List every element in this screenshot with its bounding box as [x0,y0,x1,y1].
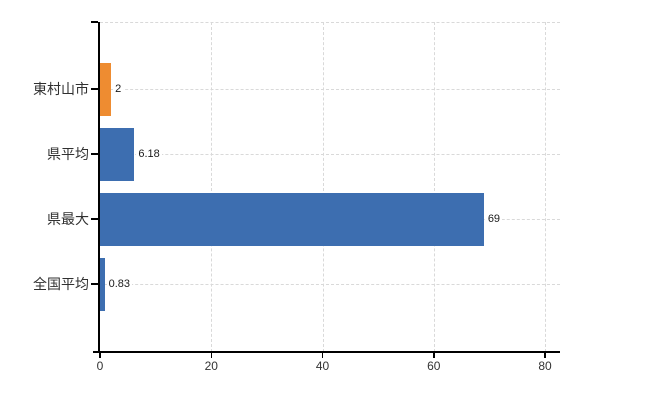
x-tick-label: 40 [315,359,330,373]
x-tick-label: 20 [204,359,218,373]
bar-value-label: 69 [485,212,503,226]
y-axis [98,22,100,353]
x-tick-label: 80 [538,359,552,373]
x-tick [544,352,546,358]
gridline-horizontal [100,154,560,155]
y-axis-top-tick [91,21,98,23]
category-label: 全国平均 [33,276,89,292]
gridline-vertical [211,22,213,352]
x-tick [433,352,435,358]
gridline-horizontal [100,284,560,285]
x-axis [93,351,560,353]
gridline-vertical [433,22,435,352]
x-tick [210,352,212,358]
x-tick-label: 0 [96,359,104,373]
bar-value-label: 0.83 [106,277,133,291]
bar-1 [100,127,135,181]
category-label: 県最大 [47,211,89,227]
y-tick [91,218,98,220]
category-label: 県平均 [47,146,89,162]
y-tick [91,88,98,90]
gridline-vertical [545,22,546,352]
category-label: 東村山市 [33,81,89,97]
bar-3 [100,257,105,311]
y-tick [91,283,98,285]
gridline-horizontal [100,89,560,90]
y-tick [91,153,98,155]
bar-0 [100,62,112,116]
x-tick-label: 60 [427,359,441,373]
bar-2 [100,192,484,246]
x-tick [321,352,324,358]
gridline-horizontal [100,22,560,23]
bar-value-label: 6.18 [136,147,162,161]
gridline-vertical [322,22,324,352]
x-tick [99,352,101,358]
bar-value-label: 2 [113,82,124,96]
